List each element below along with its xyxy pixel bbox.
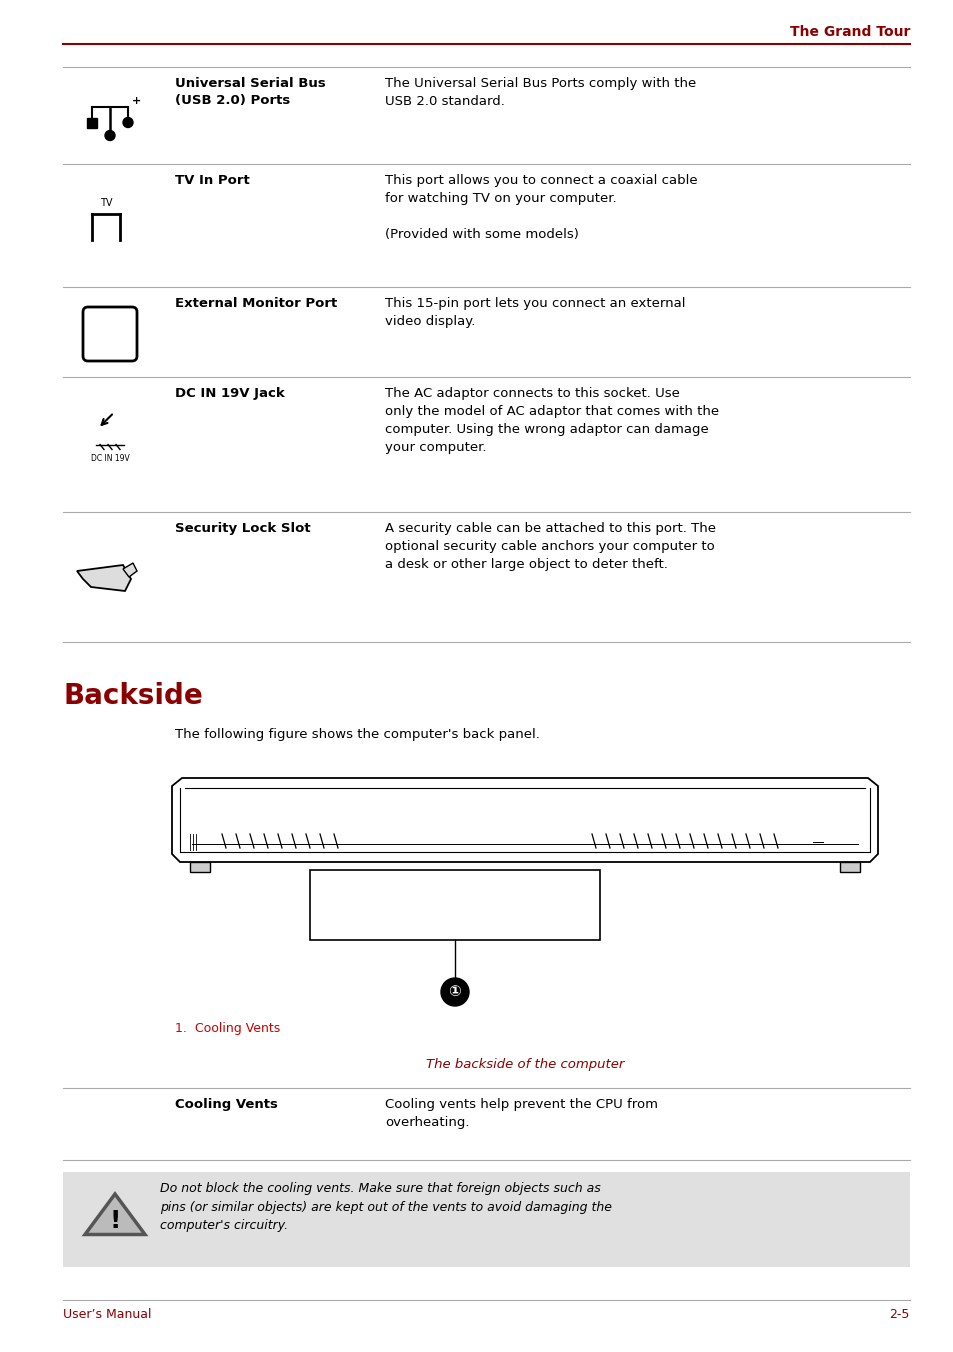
Text: This 15-pin port lets you connect an external
video display.: This 15-pin port lets you connect an ext…	[385, 297, 685, 329]
Text: External Monitor Port: External Monitor Port	[174, 297, 337, 310]
Text: A security cable can be attached to this port. The
optional security cable ancho: A security cable can be attached to this…	[385, 522, 716, 571]
Bar	[190, 863, 210, 872]
Text: User’s Manual: User’s Manual	[63, 1307, 152, 1321]
Bar	[840, 863, 859, 872]
Text: Universal Serial Bus
(USB 2.0) Ports: Universal Serial Bus (USB 2.0) Ports	[174, 77, 325, 107]
Text: TV: TV	[100, 199, 112, 208]
Text: The AC adaptor connects to this socket. Use
only the model of AC adaptor that co: The AC adaptor connects to this socket. …	[385, 387, 719, 454]
FancyBboxPatch shape	[83, 307, 137, 361]
Polygon shape	[123, 562, 137, 577]
Text: !: !	[110, 1210, 121, 1233]
Text: TV In Port: TV In Port	[174, 174, 250, 187]
Text: Cooling vents help prevent the CPU from
overheating.: Cooling vents help prevent the CPU from …	[385, 1098, 658, 1129]
Text: DC IN 19V Jack: DC IN 19V Jack	[174, 387, 284, 400]
Bar	[63, 1172, 909, 1267]
Polygon shape	[85, 1194, 145, 1234]
Bar	[87, 118, 97, 127]
Text: 2-5: 2-5	[889, 1307, 909, 1321]
Text: The backside of the computer: The backside of the computer	[425, 1059, 623, 1071]
Text: ①: ①	[448, 984, 461, 999]
Text: Cooling Vents: Cooling Vents	[174, 1098, 277, 1111]
Circle shape	[440, 977, 469, 1006]
Text: Security Lock Slot: Security Lock Slot	[174, 522, 311, 535]
Text: +: +	[132, 96, 141, 105]
Text: Do not block the cooling vents. Make sure that foreign objects such as
pins (or : Do not block the cooling vents. Make sur…	[160, 1182, 612, 1232]
Text: 1.  Cooling Vents: 1. Cooling Vents	[174, 1022, 280, 1036]
Polygon shape	[77, 565, 131, 591]
Text: DC IN 19V: DC IN 19V	[91, 454, 130, 462]
Text: The Grand Tour: The Grand Tour	[789, 24, 909, 39]
Text: This port allows you to connect a coaxial cable
for watching TV on your computer: This port allows you to connect a coaxia…	[385, 174, 697, 241]
Text: Backside: Backside	[63, 681, 203, 710]
Bar	[310, 869, 599, 940]
Circle shape	[123, 118, 132, 127]
Circle shape	[105, 131, 115, 141]
Text: The following figure shows the computer's back panel.: The following figure shows the computer'…	[174, 727, 539, 741]
Text: The Universal Serial Bus Ports comply with the
USB 2.0 standard.: The Universal Serial Bus Ports comply wi…	[385, 77, 696, 108]
Polygon shape	[172, 777, 877, 863]
